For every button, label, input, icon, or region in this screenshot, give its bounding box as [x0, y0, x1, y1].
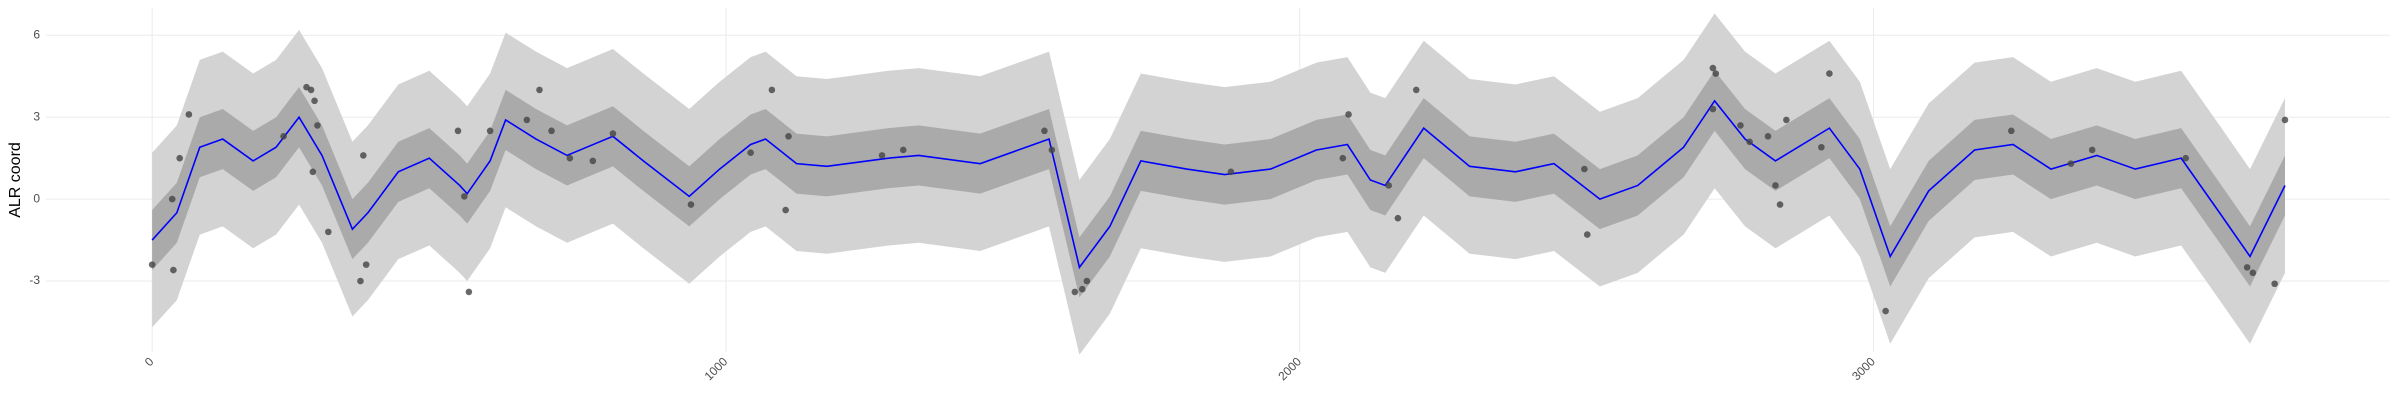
data-point	[280, 133, 287, 140]
data-point	[609, 130, 617, 137]
data-point	[1041, 127, 1048, 135]
data-point	[589, 157, 597, 165]
y-tick-label: 3	[33, 109, 40, 123]
data-point	[311, 97, 318, 105]
data-point	[1746, 138, 1753, 146]
data-point	[523, 116, 531, 124]
data-point	[785, 133, 792, 140]
mean-line	[151, 99, 2286, 270]
x-tick-label: 3000	[1849, 354, 1878, 383]
data-point	[1583, 231, 1591, 238]
data-point	[1764, 133, 1772, 140]
data-point	[2271, 280, 2278, 288]
data-point	[486, 127, 494, 135]
data-point	[1737, 122, 1744, 129]
data-point	[1078, 285, 1086, 293]
data-point	[2249, 269, 2257, 277]
ribbon	[152, 70, 2285, 298]
y-tick-label: 6	[33, 27, 40, 41]
data-point	[2067, 160, 2075, 167]
data-point	[548, 127, 555, 135]
data-point	[1385, 182, 1393, 189]
data-point	[170, 266, 177, 274]
data-point	[148, 261, 156, 268]
data-point	[307, 86, 315, 94]
data-point	[1818, 143, 1825, 151]
data-point	[1394, 214, 1402, 222]
data-point	[168, 195, 176, 203]
data-point	[309, 168, 317, 176]
data-point	[747, 149, 754, 156]
x-tick-label: 0	[142, 354, 157, 369]
data-point	[357, 277, 364, 285]
data-point	[1412, 86, 1420, 94]
data-point	[566, 154, 574, 162]
data-point	[185, 111, 193, 118]
data-point	[1783, 116, 1790, 124]
data-point	[1776, 201, 1784, 208]
data-point	[1048, 146, 1056, 154]
data-point	[461, 193, 468, 200]
data-point	[536, 86, 543, 94]
data-point	[1772, 182, 1779, 189]
data-point	[314, 122, 321, 129]
data-point	[2182, 154, 2190, 162]
data-point	[2007, 127, 2015, 135]
data-point	[2088, 146, 2096, 154]
data-point	[899, 146, 907, 154]
y-tick-label: -3	[29, 273, 40, 287]
data-point	[1826, 70, 1833, 77]
data-point	[465, 288, 473, 296]
data-point	[687, 201, 695, 208]
data-point	[1227, 168, 1235, 176]
data-point	[2281, 116, 2289, 124]
data-point	[454, 127, 462, 135]
data-point	[325, 228, 332, 236]
y-axis-label: ALR coord	[7, 142, 24, 218]
data-point	[782, 206, 789, 214]
x-tick-label: 1000	[702, 354, 731, 383]
data-point	[1712, 70, 1720, 77]
data-point	[360, 152, 367, 159]
data-point	[1709, 105, 1717, 113]
data-point	[1709, 64, 1717, 72]
data-point	[176, 154, 183, 162]
data-point	[2243, 264, 2251, 271]
y-tick-label: 0	[33, 191, 40, 205]
data-point	[362, 261, 370, 268]
data-point	[1071, 288, 1079, 296]
data-point	[1882, 307, 1889, 315]
data-point	[1083, 277, 1091, 285]
data-point	[1345, 111, 1352, 118]
x-tick-label: 2000	[1275, 354, 1304, 383]
data-point	[878, 152, 886, 159]
data-point	[1581, 165, 1588, 173]
data-point	[1339, 154, 1347, 162]
data-point	[768, 86, 776, 94]
